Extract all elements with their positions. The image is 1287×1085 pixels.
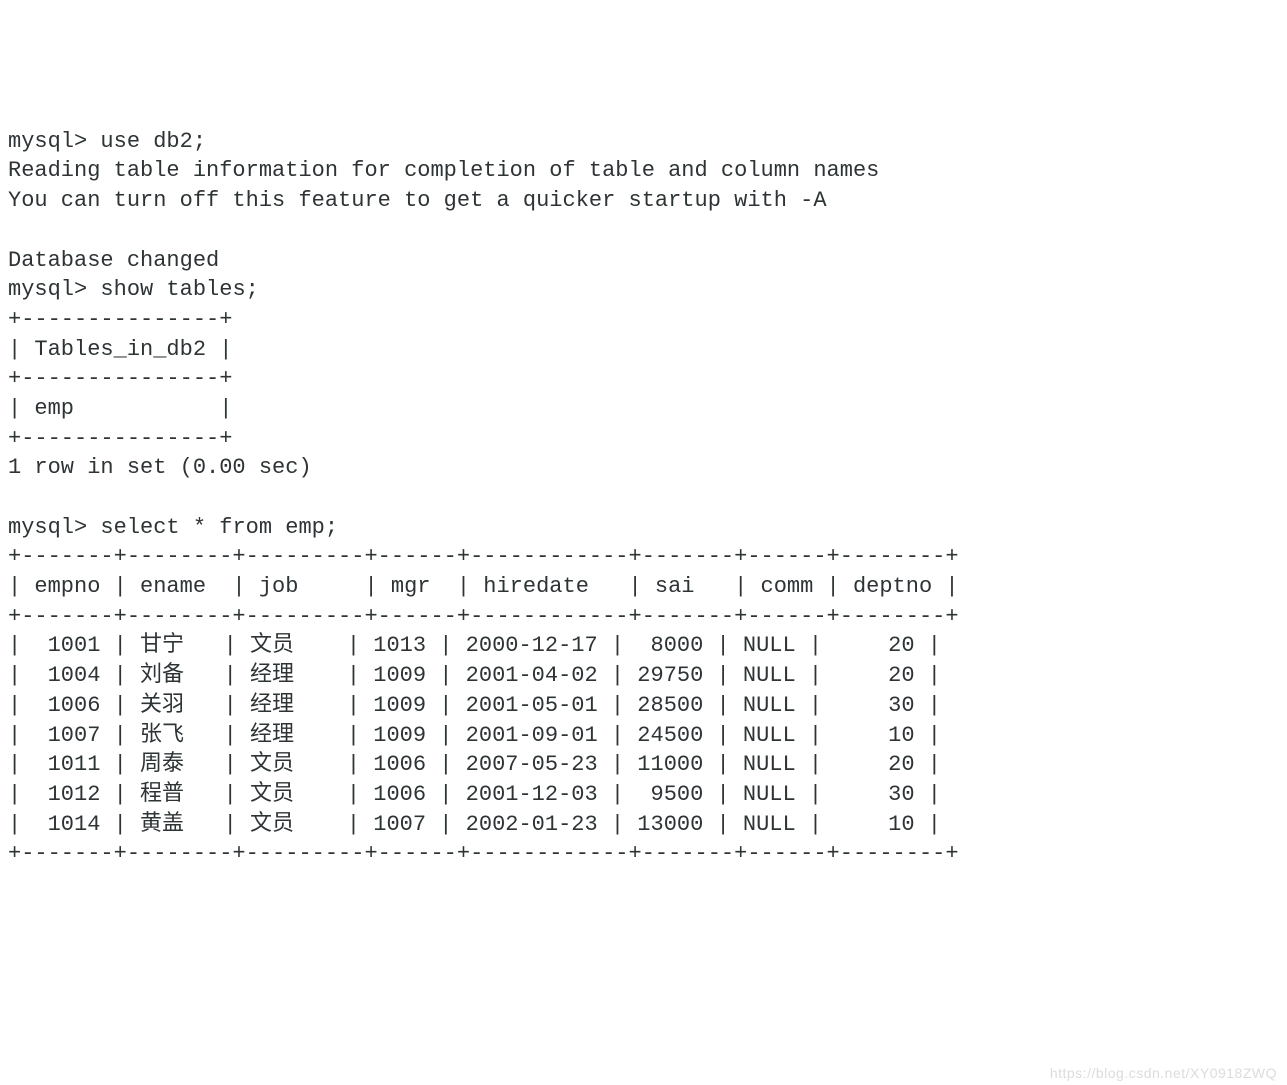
emp-header: | empno | ename | job | mgr | hiredate |… [8,572,1279,602]
table-row: | 1004 | 刘备 | 经理 | 1009 | 2001-04-02 | 2… [8,661,1279,691]
emp-border-bottom: +-------+--------+---------+------+-----… [8,839,1279,869]
command-show-tables: show tables; [100,277,258,302]
table-row: | 1014 | 黄盖 | 文员 | 1007 | 2002-01-23 | 1… [8,810,1279,840]
tables-row: | emp | [8,394,1279,424]
emp-border-top: +-------+--------+---------+------+-----… [8,542,1279,572]
mysql-prompt: mysql> [8,277,87,302]
table-row: | 1001 | 甘宁 | 文员 | 1013 | 2000-12-17 | 8… [8,631,1279,661]
watermark-text: https://blog.csdn.net/XY0918ZWQ [1050,1064,1277,1083]
blank-line [8,216,1279,246]
table-row: | 1007 | 张飞 | 经理 | 1009 | 2001-09-01 | 2… [8,721,1279,751]
prompt-line-show-tables: mysql> show tables; [8,275,1279,305]
table-row: | 1011 | 周泰 | 文员 | 1006 | 2007-05-23 | 1… [8,750,1279,780]
tables-border-bottom: +---------------+ [8,424,1279,454]
prompt-line-use: mysql> use db2; [8,127,1279,157]
msg-reading-info: Reading table information for completion… [8,156,1279,186]
emp-border-mid: +-------+--------+---------+------+-----… [8,602,1279,632]
mysql-prompt: mysql> [8,129,87,154]
table-row: | 1012 | 程普 | 文员 | 1006 | 2001-12-03 | 9… [8,780,1279,810]
prompt-line-select: mysql> select * from emp; [8,513,1279,543]
table-row: | 1006 | 关羽 | 经理 | 1009 | 2001-05-01 | 2… [8,691,1279,721]
msg-db-changed: Database changed [8,246,1279,276]
tables-header: | Tables_in_db2 | [8,335,1279,365]
msg-row-in-set: 1 row in set (0.00 sec) [8,453,1279,483]
command-use-db: use db2; [100,129,206,154]
msg-turn-off: You can turn off this feature to get a q… [8,186,1279,216]
command-select-emp: select * from emp; [100,515,338,540]
tables-border-mid: +---------------+ [8,364,1279,394]
terminal-output: mysql> use db2;Reading table information… [8,127,1279,869]
mysql-prompt: mysql> [8,515,87,540]
blank-line [8,483,1279,513]
tables-border-top: +---------------+ [8,305,1279,335]
